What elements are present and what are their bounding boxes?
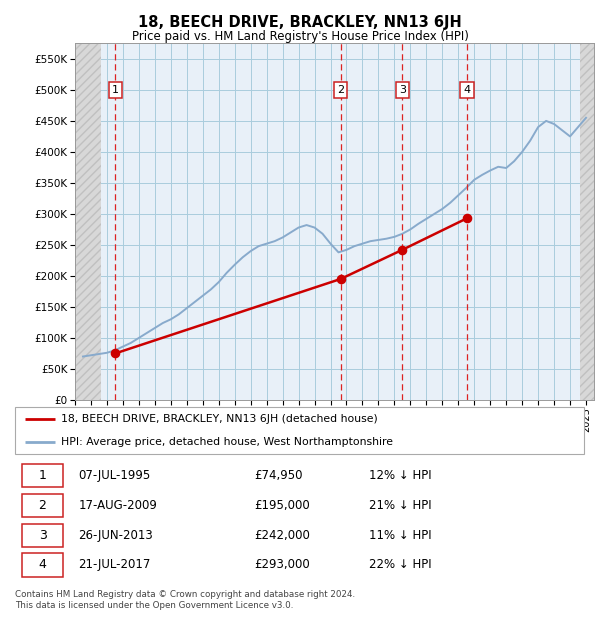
Point	[397, 245, 407, 255]
FancyBboxPatch shape	[22, 554, 63, 577]
Text: 2: 2	[38, 498, 46, 511]
Text: 26-JUN-2013: 26-JUN-2013	[78, 529, 153, 541]
Text: Price paid vs. HM Land Registry's House Price Index (HPI): Price paid vs. HM Land Registry's House …	[131, 30, 469, 43]
FancyBboxPatch shape	[22, 524, 63, 547]
Text: 17-AUG-2009: 17-AUG-2009	[78, 498, 157, 511]
Point	[110, 348, 120, 358]
Text: 18, BEECH DRIVE, BRACKLEY, NN13 6JH (detached house): 18, BEECH DRIVE, BRACKLEY, NN13 6JH (det…	[61, 414, 378, 423]
Text: 3: 3	[38, 529, 46, 541]
Text: 18, BEECH DRIVE, BRACKLEY, NN13 6JH: 18, BEECH DRIVE, BRACKLEY, NN13 6JH	[138, 16, 462, 30]
Text: £242,000: £242,000	[254, 529, 310, 541]
Text: 07-JUL-1995: 07-JUL-1995	[78, 469, 151, 482]
Text: 1: 1	[112, 85, 119, 95]
FancyBboxPatch shape	[15, 407, 584, 454]
FancyBboxPatch shape	[22, 494, 63, 517]
Text: 12% ↓ HPI: 12% ↓ HPI	[369, 469, 432, 482]
Text: 22% ↓ HPI: 22% ↓ HPI	[369, 559, 432, 572]
Text: 2: 2	[337, 85, 344, 95]
Text: 21% ↓ HPI: 21% ↓ HPI	[369, 498, 432, 511]
Text: 4: 4	[38, 559, 46, 572]
Text: HPI: Average price, detached house, West Northamptonshire: HPI: Average price, detached house, West…	[61, 437, 393, 447]
Text: £195,000: £195,000	[254, 498, 310, 511]
FancyBboxPatch shape	[22, 464, 63, 487]
Text: £293,000: £293,000	[254, 559, 310, 572]
Text: 11% ↓ HPI: 11% ↓ HPI	[369, 529, 432, 541]
Text: 21-JUL-2017: 21-JUL-2017	[78, 559, 151, 572]
Point	[336, 274, 346, 284]
Text: Contains HM Land Registry data © Crown copyright and database right 2024.
This d: Contains HM Land Registry data © Crown c…	[15, 590, 355, 609]
Point	[462, 213, 472, 223]
Text: £74,950: £74,950	[254, 469, 302, 482]
Text: 4: 4	[463, 85, 470, 95]
Text: 3: 3	[399, 85, 406, 95]
Text: 1: 1	[38, 469, 46, 482]
